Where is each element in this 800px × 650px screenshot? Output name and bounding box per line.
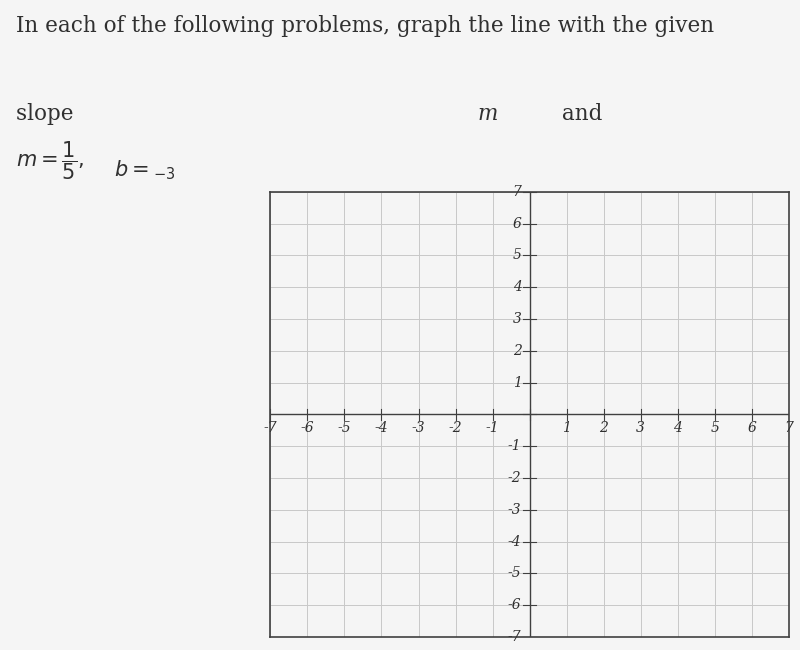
- Text: -4: -4: [374, 421, 388, 436]
- Text: 4: 4: [674, 421, 682, 436]
- Text: -5: -5: [508, 566, 522, 580]
- Text: 1: 1: [562, 421, 571, 436]
- Text: 7: 7: [513, 185, 522, 199]
- Text: -4: -4: [508, 534, 522, 549]
- Text: 7: 7: [784, 421, 794, 436]
- Text: -3: -3: [508, 503, 522, 517]
- Text: 1: 1: [513, 376, 522, 389]
- Text: In each of the following problems, graph the line with the given: In each of the following problems, graph…: [16, 15, 714, 37]
- Text: $m = \dfrac{1}{5},$: $m = \dfrac{1}{5},$: [16, 140, 84, 182]
- Text: -6: -6: [508, 598, 522, 612]
- Text: 2: 2: [513, 344, 522, 358]
- Text: slope: slope: [16, 103, 80, 125]
- Text: -1: -1: [508, 439, 522, 453]
- Text: -1: -1: [486, 421, 499, 436]
- Text: 3: 3: [636, 421, 645, 436]
- Text: -5: -5: [338, 421, 351, 436]
- Text: -2: -2: [449, 421, 462, 436]
- Text: 2: 2: [599, 421, 608, 436]
- Text: $b = {}_{-3}$: $b = {}_{-3}$: [114, 159, 175, 182]
- Text: 5: 5: [710, 421, 719, 436]
- Text: 3: 3: [513, 312, 522, 326]
- Text: 4: 4: [513, 280, 522, 294]
- Text: 6: 6: [747, 421, 756, 436]
- Text: -3: -3: [412, 421, 426, 436]
- Text: -7: -7: [263, 421, 278, 436]
- Text: -7: -7: [508, 630, 522, 644]
- Text: 6: 6: [513, 216, 522, 231]
- Text: -2: -2: [508, 471, 522, 485]
- Text: -6: -6: [301, 421, 314, 436]
- Text: m: m: [478, 103, 498, 125]
- Text: and: and: [555, 103, 609, 125]
- Text: 5: 5: [513, 248, 522, 263]
